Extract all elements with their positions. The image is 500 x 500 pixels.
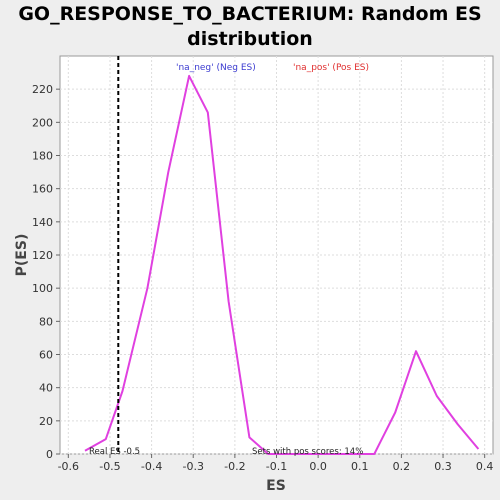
x-axis-label: ES: [266, 478, 286, 494]
x-tick-label: 0.1: [351, 460, 369, 473]
chart-title-line-2: distribution: [187, 28, 313, 50]
y-tick-label: 20: [39, 415, 53, 428]
y-tick-label: 140: [32, 216, 53, 229]
y-tick-label: 200: [32, 116, 53, 129]
series-layer: [84, 74, 480, 455]
distribution-line: [84, 74, 480, 455]
y-axis-label: P(ES): [14, 234, 30, 277]
legend-pos-es: 'na_pos' (Pos ES): [293, 63, 369, 73]
y-tick-label: 80: [39, 315, 53, 328]
y-tick-label: 180: [32, 150, 53, 163]
y-tick-label: 60: [39, 349, 53, 362]
x-tick-label: -0.4: [141, 460, 162, 473]
y-tick-label: 0: [46, 448, 53, 461]
x-tick-label: -0.1: [266, 460, 287, 473]
x-tick-label: -0.5: [99, 460, 120, 473]
x-tick-label: 0.0: [309, 460, 327, 473]
x-tick-label: -0.3: [182, 460, 203, 473]
x-tick-label: -0.6: [58, 460, 79, 473]
y-tick-label: 160: [32, 183, 53, 196]
y-tick-label: 220: [32, 83, 53, 96]
grid: [60, 56, 493, 455]
real-es-label: Real ES -0.5: [89, 447, 140, 457]
legend-neg-es: 'na_neg' (Neg ES): [176, 63, 256, 73]
x-tick-label: -0.2: [224, 460, 245, 473]
pos-scores-annotation: Sets with pos scores: 14%: [252, 447, 363, 457]
y-tick-label: 100: [32, 282, 53, 295]
x-tick-label: 0.3: [434, 460, 452, 473]
x-tick-label: 0.2: [393, 460, 411, 473]
axis-ticks: -0.6 -0.5 -0.4 -0.3 -0.2 -0.1 0.0 0.1 0.2 0.3 0.4 0…: [32, 83, 493, 473]
x-tick-label: 0.4: [476, 460, 494, 473]
y-tick-label: 40: [39, 382, 53, 395]
y-tick-label: 120: [32, 249, 53, 262]
chart-title-line-1: GO_RESPONSE_TO_BACTERIUM: Random ES: [18, 3, 481, 25]
